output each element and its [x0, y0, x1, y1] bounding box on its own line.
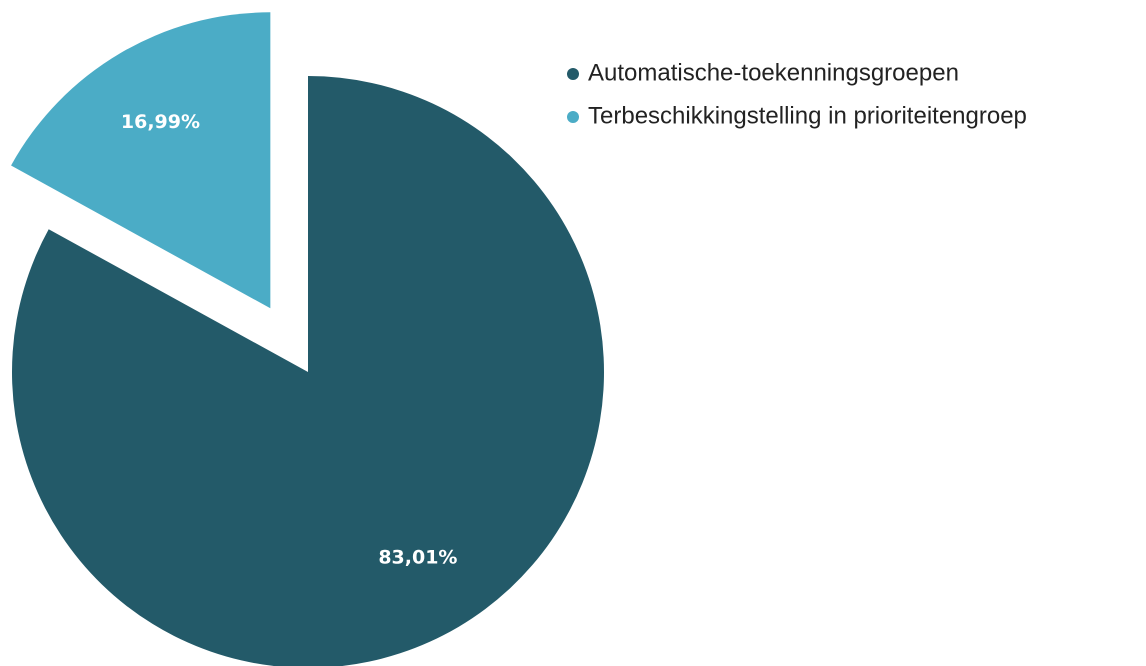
legend-text: Automatische-toekenningsgroepen [588, 59, 959, 86]
pie-slice [11, 12, 271, 309]
legend-marker [567, 68, 579, 80]
pie-slice [12, 76, 604, 666]
slice-label: 16,99% [121, 111, 200, 133]
legend-marker [567, 111, 579, 123]
slice-label: 83,01% [378, 546, 457, 568]
legend-text: Terbeschikkingstelling in prioriteitengr… [588, 102, 1027, 129]
